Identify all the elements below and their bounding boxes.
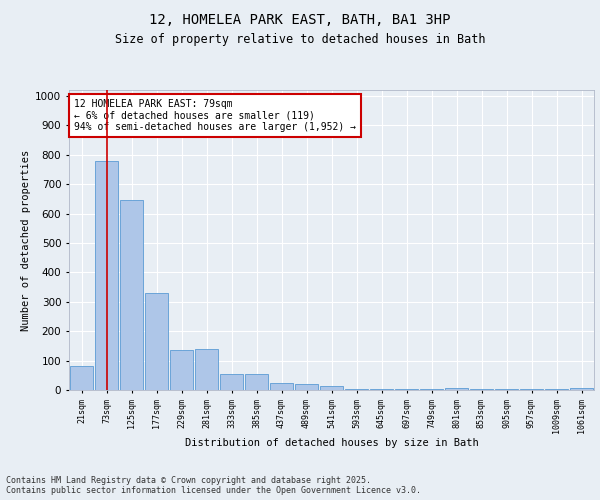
Bar: [95, 160, 118, 390]
Bar: [445, 388, 468, 390]
Y-axis label: Number of detached properties: Number of detached properties: [21, 150, 31, 330]
Text: Size of property relative to detached houses in Bath: Size of property relative to detached ho…: [115, 32, 485, 46]
Bar: [170, 350, 193, 390]
X-axis label: Distribution of detached houses by size in Bath: Distribution of detached houses by size …: [185, 438, 478, 448]
Bar: [70, 366, 93, 390]
Bar: [370, 389, 393, 390]
Bar: [295, 384, 318, 390]
Text: Contains HM Land Registry data © Crown copyright and database right 2025.
Contai: Contains HM Land Registry data © Crown c…: [6, 476, 421, 495]
Text: 12 HOMELEA PARK EAST: 79sqm
← 6% of detached houses are smaller (119)
94% of sem: 12 HOMELEA PARK EAST: 79sqm ← 6% of deta…: [74, 99, 356, 132]
Bar: [270, 382, 293, 390]
Bar: [245, 374, 268, 390]
Bar: [320, 386, 343, 390]
Bar: [120, 200, 143, 390]
Bar: [395, 389, 418, 390]
Text: 12, HOMELEA PARK EAST, BATH, BA1 3HP: 12, HOMELEA PARK EAST, BATH, BA1 3HP: [149, 12, 451, 26]
Bar: [570, 388, 593, 390]
Bar: [420, 389, 443, 390]
Bar: [195, 349, 218, 390]
Bar: [220, 374, 243, 390]
Bar: [145, 293, 168, 390]
Bar: [345, 389, 368, 390]
